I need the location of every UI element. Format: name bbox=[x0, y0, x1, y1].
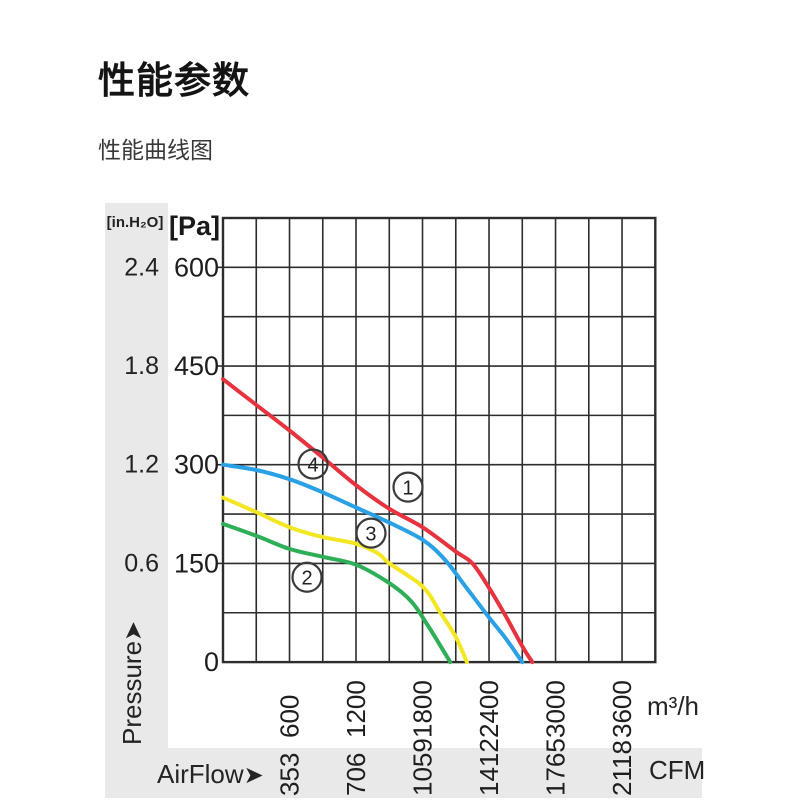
y-tick-label-pa: 0 bbox=[204, 647, 219, 677]
x-axis-title-text: AirFlow bbox=[157, 759, 244, 789]
curve-label-number-2: 2 bbox=[301, 568, 312, 590]
x-axis-unit-m3h: m³/h bbox=[647, 691, 699, 721]
page-subtitle: 性能曲线图 bbox=[98, 137, 213, 163]
y-tick-label-inh2o: 0.6 bbox=[124, 549, 159, 577]
right-arrow-icon: ➤ bbox=[243, 762, 264, 789]
x-tick-label-m3h: 1800 bbox=[408, 680, 438, 738]
curve-4 bbox=[221, 462, 525, 665]
x-tick-label-cfm: 353 bbox=[275, 753, 305, 796]
x-axis-unit-cfm: CFM bbox=[649, 755, 706, 785]
y-tick-label-inh2o: 1.8 bbox=[124, 352, 159, 380]
x-tick-label-cfm: 706 bbox=[341, 753, 371, 796]
curve-label-circle-3 bbox=[355, 517, 387, 549]
y-tick-label-pa: 150 bbox=[174, 548, 219, 578]
curve-1 bbox=[221, 377, 535, 665]
x-tick-label-m3h: 2400 bbox=[474, 680, 504, 738]
curve-3 bbox=[221, 495, 469, 665]
x-tick-label-m3h: 600 bbox=[275, 695, 305, 738]
page-title: 性能参数 bbox=[98, 60, 250, 101]
curve-label-circle-1 bbox=[392, 471, 424, 503]
plot-frame bbox=[221, 216, 657, 664]
curve-2 bbox=[221, 521, 453, 665]
curve-label-circle-4 bbox=[297, 448, 329, 480]
x-tick-label-m3h: 3000 bbox=[541, 680, 571, 738]
x-tick-label-m3h: 1200 bbox=[341, 680, 371, 738]
y-tick-label-pa: 450 bbox=[174, 351, 219, 381]
x-axis-title: AirFlow➤ bbox=[157, 759, 264, 790]
x-tick-label-cfm: 1765 bbox=[541, 738, 571, 796]
curve-label-number-4: 4 bbox=[307, 455, 318, 477]
curve-label-circle-2 bbox=[291, 561, 323, 593]
y-tick-label-pa: 600 bbox=[174, 252, 219, 282]
y-axis-unit-pa: [Pa] bbox=[168, 211, 220, 241]
x-axis-secondary-strip bbox=[105, 748, 702, 798]
curve-label-number-3: 3 bbox=[365, 524, 376, 546]
x-tick-label-cfm: 2118 bbox=[607, 740, 637, 796]
x-tick-label-m3h: 3600 bbox=[607, 680, 637, 738]
y-tick-label-inh2o: 2.4 bbox=[124, 253, 159, 281]
y-axis-secondary-strip bbox=[105, 203, 168, 798]
y-axis-unit-inh2o: [in.H₂O] bbox=[106, 214, 164, 231]
y-tick-label-inh2o: 1.2 bbox=[124, 451, 159, 479]
y-tick-label-pa: 300 bbox=[174, 450, 219, 480]
curve-label-number-1: 1 bbox=[402, 478, 413, 500]
x-tick-label-cfm: 1412 bbox=[474, 738, 504, 796]
x-tick-label-cfm: 1059 bbox=[408, 738, 438, 796]
